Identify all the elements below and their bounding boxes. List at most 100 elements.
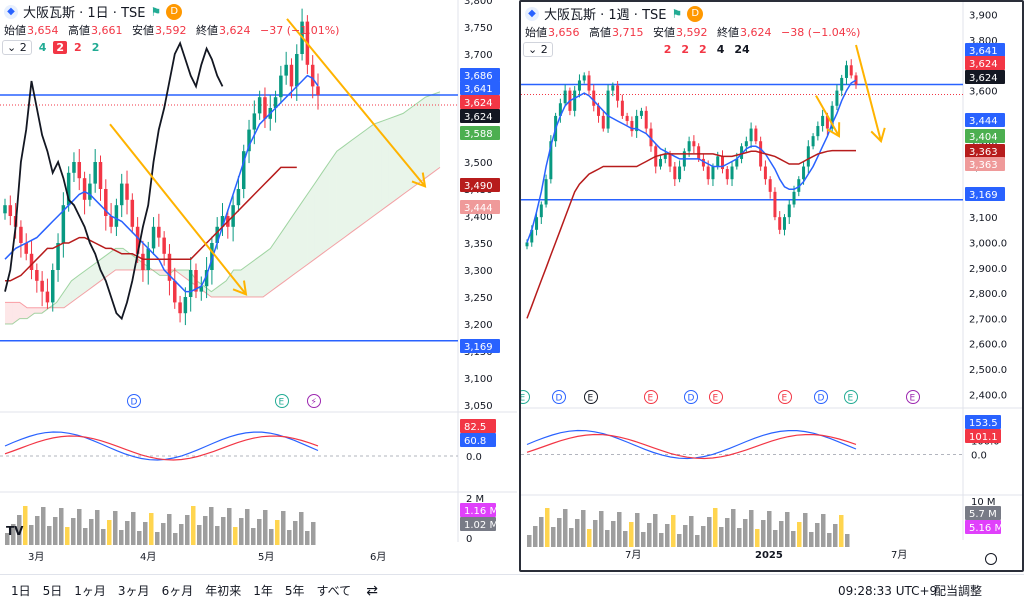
- dividend-adjust-button[interactable]: 配当調整: [934, 584, 983, 598]
- candle-body: [19, 226, 23, 243]
- indicator-chip[interactable]: 4: [38, 41, 47, 54]
- flag-icon[interactable]: ⚑: [671, 6, 683, 21]
- event-marker: [127, 394, 141, 408]
- event-marker-label: E: [848, 394, 854, 404]
- range-button[interactable]: 年初来: [205, 584, 242, 598]
- volume-bar: [845, 534, 850, 547]
- candle-body: [835, 90, 839, 106]
- candle-body: [616, 85, 620, 101]
- chart-title[interactable]: 大阪瓦斯 · 1日 · TSE: [23, 6, 146, 21]
- indicator-chip[interactable]: 24: [734, 43, 750, 56]
- volume-bar: [791, 531, 796, 547]
- range-button[interactable]: 5年: [284, 584, 305, 598]
- price-tick-label: 3,700: [464, 50, 493, 61]
- indicator-collapse-button[interactable]: ⌄ 2: [2, 40, 32, 55]
- event-marker: [307, 394, 321, 408]
- candle-body: [592, 90, 596, 106]
- price-tag: 3,363: [969, 160, 998, 171]
- ichimoku-cloud-segment: [285, 216, 293, 281]
- indicator-chip[interactable]: 2: [663, 43, 672, 56]
- candle-body: [61, 205, 66, 243]
- price-tag: 3,686: [464, 71, 493, 82]
- event-marker-label: D: [818, 394, 825, 404]
- indicator-row: ⌄ 2 4 2 2 2: [2, 40, 102, 55]
- volume-bar: [731, 509, 736, 547]
- tradingview-logo: TV: [6, 524, 24, 538]
- time-axis-label: 7月: [625, 549, 641, 561]
- volume-bar: [629, 522, 634, 547]
- ichimoku-cloud-segment: [27, 307, 35, 319]
- price-tag-bg: [965, 187, 1005, 201]
- ichimoku-cloud-segment: [366, 124, 374, 222]
- indicator-chip[interactable]: 2: [681, 43, 690, 56]
- volume-bar: [263, 510, 268, 545]
- range-button[interactable]: すべて: [316, 584, 352, 598]
- candle-body: [119, 183, 124, 206]
- candle-body: [130, 199, 135, 227]
- compare-icon[interactable]: ⇄: [366, 582, 378, 599]
- volume-bar: [311, 522, 316, 545]
- indicator-chip[interactable]: 4: [716, 43, 725, 56]
- range-button[interactable]: 1ヶ月: [74, 584, 106, 598]
- gear-icon[interactable]: [985, 553, 997, 565]
- chart-background: [521, 2, 1022, 570]
- daily-chart-canvas[interactable]: 3,8003,7503,7003,6503,6003,5503,5003,450…: [0, 0, 517, 572]
- dividend-badge[interactable]: D: [687, 5, 704, 22]
- indicator-chip[interactable]: 2: [91, 41, 100, 54]
- range-button[interactable]: 5日: [42, 584, 63, 598]
- price-tick-label: 3,800: [464, 0, 493, 7]
- ichimoku-cloud-segment: [417, 97, 426, 184]
- volume-bar: [815, 523, 820, 547]
- candle-body: [135, 226, 140, 254]
- candle-body: [273, 97, 278, 108]
- flag-icon[interactable]: ⚑: [150, 4, 162, 19]
- candle-body: [188, 270, 193, 297]
- candle-body: [692, 141, 696, 147]
- volume-bar: [161, 523, 166, 545]
- candle-body: [66, 172, 71, 206]
- ichimoku-cloud-segment: [277, 226, 286, 287]
- candle-body: [183, 297, 188, 314]
- candle-body: [535, 217, 539, 230]
- volume-bar: [719, 527, 724, 547]
- symbol-icon[interactable]: ◆: [4, 4, 18, 19]
- volume-bar: [839, 515, 844, 547]
- weekly-chart-panel[interactable]: 3,9003,8003,7003,6003,5003,4003,3003,200…: [519, 0, 1024, 572]
- symbol-icon[interactable]: ◆: [525, 6, 539, 21]
- volume-tick-label: 10 M: [971, 497, 996, 508]
- volume-bar: [179, 524, 184, 545]
- range-button[interactable]: 3ヶ月: [117, 584, 150, 598]
- event-marker-label: E: [782, 394, 788, 404]
- candle-body: [649, 128, 653, 147]
- indicator-collapse-button[interactable]: ⌄ 2: [523, 42, 553, 57]
- volume-bar: [155, 532, 160, 545]
- indicator-chip[interactable]: 2: [53, 41, 68, 54]
- daily-chart-panel[interactable]: 3,8003,7503,7003,6503,6003,5503,5003,450…: [0, 0, 517, 572]
- weekly-chart-canvas[interactable]: 3,9003,8003,7003,6003,5003,4003,3003,200…: [521, 2, 1022, 570]
- candle-body: [673, 166, 677, 180]
- volume-bar: [215, 526, 220, 545]
- indicator-chip[interactable]: 2: [74, 41, 82, 54]
- volume-bar: [713, 508, 718, 547]
- ichimoku-cloud-segment: [358, 129, 367, 227]
- price-tick-label: 3,600: [969, 87, 998, 98]
- candle-body: [687, 141, 691, 152]
- volume-bar: [119, 530, 124, 545]
- range-button[interactable]: 1年: [253, 584, 273, 598]
- ichimoku-cloud-segment: [263, 248, 271, 297]
- indicator-chip[interactable]: 2: [699, 43, 707, 56]
- chart-title[interactable]: 大阪瓦斯 · 1週 · TSE: [544, 8, 667, 23]
- dividend-badge[interactable]: D: [166, 3, 183, 20]
- candle-body: [104, 189, 108, 216]
- kijun-sen-line: [526, 149, 856, 319]
- ichimoku-cloud-segment: [373, 121, 382, 216]
- volume-bar: [527, 535, 532, 547]
- ichimoku-cloud-segment: [336, 145, 345, 243]
- candle-body: [587, 75, 591, 91]
- volume-bar: [137, 531, 142, 545]
- candle-body: [114, 205, 119, 227]
- candle-body: [659, 158, 663, 167]
- range-button[interactable]: 6ヶ月: [161, 584, 194, 598]
- range-button[interactable]: 1日: [11, 584, 31, 598]
- candle-body: [24, 243, 28, 254]
